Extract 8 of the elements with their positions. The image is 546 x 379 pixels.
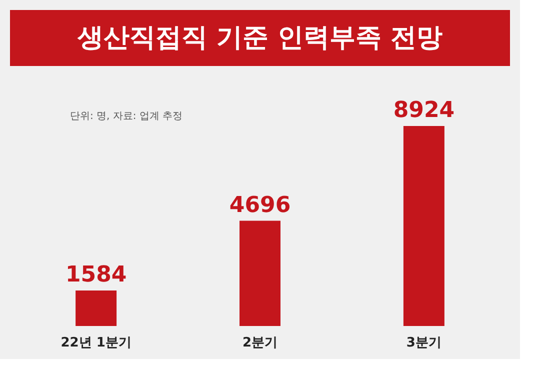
x-tick-label: 2분기 — [242, 336, 278, 350]
x-tick-label: 3분기 — [406, 336, 442, 350]
chart-title: 생산직접직 기준 인력부족 전망 — [76, 23, 443, 53]
data-label: 4696 — [229, 192, 291, 218]
data-label: 1584 — [65, 262, 127, 288]
text: 단위: 명, 자료: 업계 추정 — [70, 111, 183, 122]
x-tick-label: 22년 1분기 — [60, 336, 132, 350]
data-label: 8924 — [393, 98, 455, 123]
